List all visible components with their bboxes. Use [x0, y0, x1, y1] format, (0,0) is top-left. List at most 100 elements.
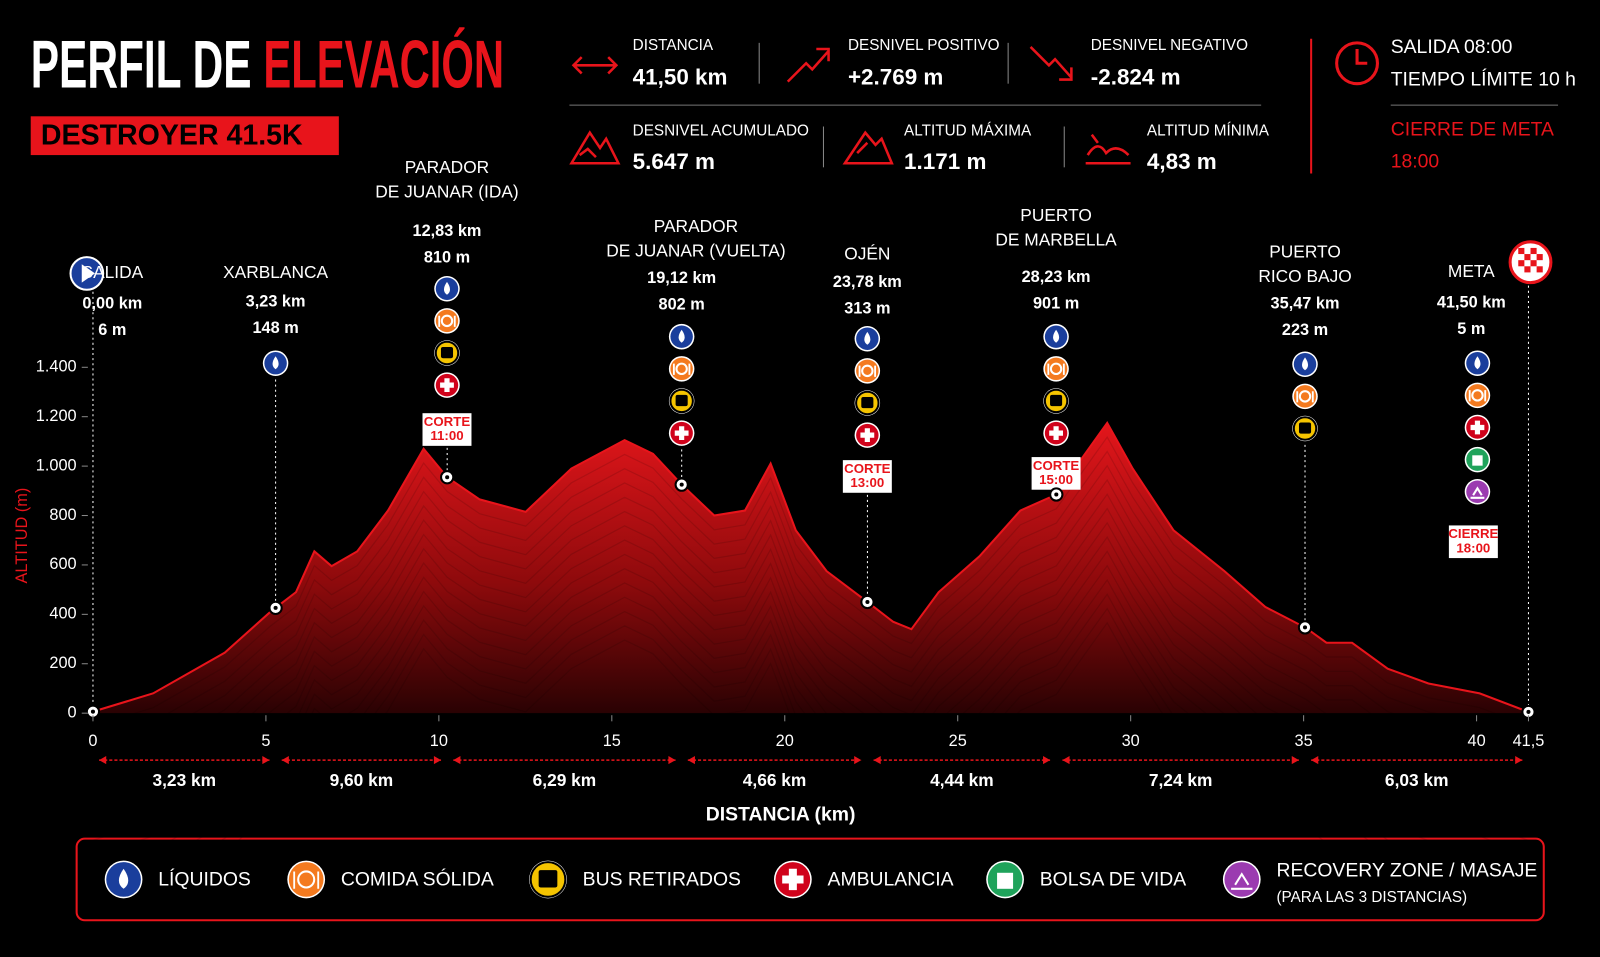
waypoint-dot-core	[679, 482, 684, 487]
waypoint-name: DE MARBELLA	[995, 229, 1117, 249]
flag-check	[1524, 266, 1531, 273]
contour	[92, 607, 1529, 899]
badge: DESTROYER 41.5K	[41, 119, 303, 151]
icon-glyph	[861, 364, 874, 378]
icon-glyph	[1047, 363, 1065, 375]
elevation-line	[92, 420, 1529, 713]
icon-up	[786, 47, 830, 83]
x-tick-label: 15	[603, 732, 621, 750]
waypoint-name: OJÉN	[844, 244, 890, 264]
icon-disc	[288, 862, 324, 897]
flag-check	[1518, 260, 1525, 267]
icon-glyph	[443, 281, 451, 295]
icon-min	[1085, 133, 1131, 165]
service-icon	[529, 860, 567, 899]
icon-glyph	[672, 363, 691, 375]
service-icon	[1464, 479, 1491, 505]
contour	[92, 578, 1529, 870]
elevation-area	[92, 422, 1529, 714]
icon-glyph	[1470, 420, 1485, 435]
icon-glyph	[1468, 390, 1487, 402]
waypoint-distance: 35,47 km	[1271, 294, 1340, 312]
icon-glyph	[1050, 394, 1063, 407]
waypoint-name: META	[1448, 261, 1495, 281]
waypoint-altitude: 6 m	[98, 321, 126, 339]
icon-distance	[571, 56, 619, 75]
stat-icons	[569, 46, 1131, 165]
waypoint-dot-core	[445, 475, 450, 480]
icon-disc	[1224, 862, 1260, 897]
service-icon	[1464, 382, 1491, 409]
badge-bg	[30, 116, 339, 156]
service-icon	[986, 860, 1024, 899]
cutoff-label: 15:00	[1039, 472, 1073, 487]
flag-check	[1524, 254, 1531, 261]
icon-glyph	[1472, 455, 1483, 466]
icon-disc	[1466, 384, 1489, 407]
cutoff-label: 11:00	[430, 428, 463, 443]
flag-check	[1536, 254, 1543, 261]
y-tick-label: 800	[49, 506, 76, 524]
service-icon	[668, 356, 695, 382]
service-icon	[104, 860, 143, 899]
clock-icon	[1335, 41, 1379, 86]
waypoint-distance: 19,12 km	[647, 269, 716, 287]
legend-label: BOLSA DE VIDA	[1040, 869, 1187, 891]
service-icon	[1222, 860, 1261, 899]
icon-glyph	[674, 426, 689, 441]
finish-time: 18:00	[1391, 150, 1440, 172]
icon-glyph	[293, 871, 320, 889]
icon-disc	[1466, 480, 1489, 503]
cutoff-label: CORTE	[1033, 458, 1080, 473]
title-part: PERFIL DE	[31, 27, 264, 102]
cutoff-label: CORTE	[844, 461, 891, 476]
waypoint-altitude: 313 m	[844, 299, 890, 317]
waypoint-altitude: 223 m	[1282, 321, 1328, 339]
y-axis-label: ALTITUD (m)	[13, 488, 31, 584]
contour	[92, 550, 1529, 842]
icon-glyph	[1298, 390, 1312, 403]
y-tick-label: 1.400	[36, 358, 77, 376]
waypoint-name: DE JUANAR (IDA)	[375, 181, 518, 201]
waypoint-name: SALIDA	[82, 262, 144, 282]
icon-glyph	[1302, 357, 1309, 371]
waypoint-name: XARBLANCA	[223, 262, 328, 282]
x-tick-label: 40	[1467, 732, 1485, 750]
cutoff-label: CIERRE	[1448, 526, 1498, 541]
y-tick-label: 0	[68, 703, 77, 721]
contour	[92, 464, 1529, 756]
cutoff-label: CORTE	[424, 414, 471, 429]
contour	[92, 593, 1529, 884]
segment-distance: 9,60 km	[330, 770, 394, 790]
waypoint-dot-core	[273, 605, 278, 610]
x-tick-label: 20	[776, 732, 794, 750]
flag-check	[1518, 247, 1525, 255]
cutoff-box	[422, 413, 472, 446]
icon-glyph	[675, 394, 688, 407]
waypoint-name: PARADOR	[405, 157, 489, 177]
waypoint-distance: 28,23 km	[1022, 268, 1091, 286]
service-icon	[854, 325, 881, 352]
cutoff-label: 18:00	[1456, 540, 1490, 555]
waypoint-distance: 0,00 km	[82, 294, 142, 312]
icon-glyph	[675, 362, 688, 376]
stat-value: +2.769 m	[848, 64, 943, 89]
icon-glyph	[1471, 389, 1484, 402]
contour	[92, 493, 1529, 784]
service-icon	[854, 422, 881, 448]
waypoint-altitude: 5 m	[1457, 320, 1485, 338]
icon-glyph	[782, 868, 804, 891]
service-icon	[668, 323, 695, 350]
segment-distance: 6,03 km	[1385, 770, 1449, 790]
contour	[92, 564, 1529, 856]
waypoint-dot-core	[90, 709, 96, 714]
service-icon	[434, 308, 460, 334]
service-icon	[1464, 414, 1491, 441]
icon-glyph	[1470, 486, 1485, 499]
waypoint-altitude: 148 m	[252, 319, 298, 337]
service-icon	[668, 420, 695, 446]
waypoint-name: RICO BAJO	[1258, 266, 1351, 286]
icon-disc	[1044, 357, 1068, 381]
x-axis-label: DISTANCIA (km)	[706, 803, 856, 825]
